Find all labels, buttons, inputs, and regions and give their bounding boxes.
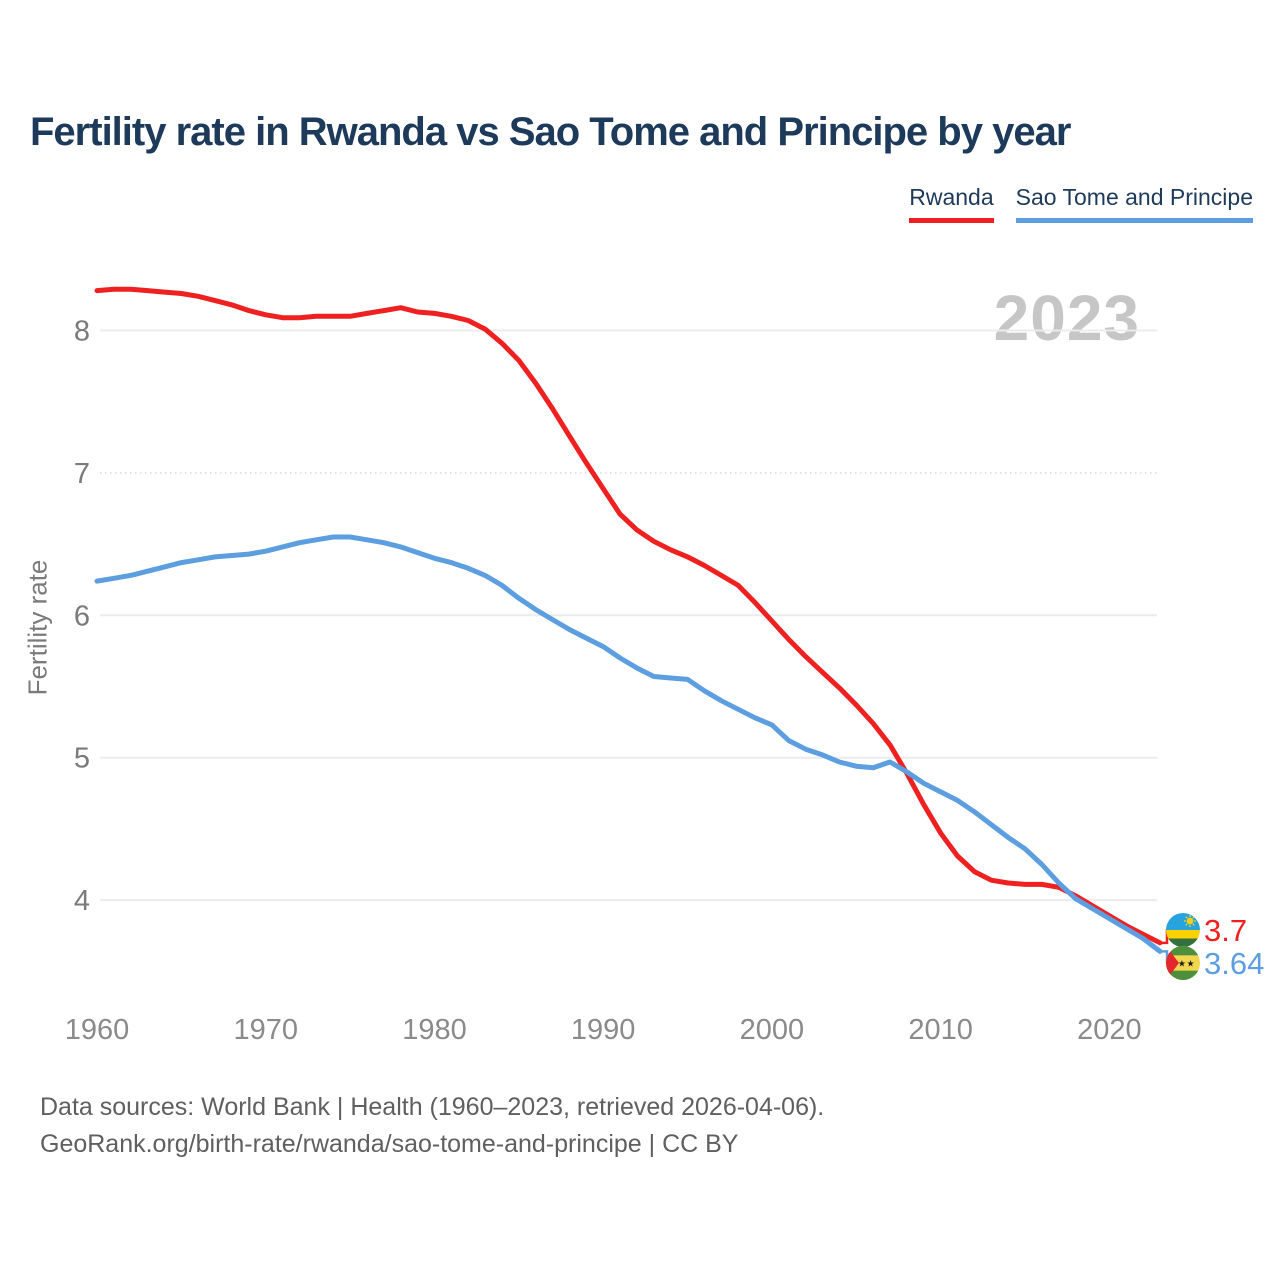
end-label-sao-tome: 3.64	[1204, 946, 1264, 981]
y-tick-6: 6	[74, 600, 90, 632]
sao-tome-flag-icon: ★★	[1166, 946, 1200, 980]
x-tick-2020: 2020	[1077, 1014, 1142, 1046]
rwanda-line[interactable]	[94, 286, 1163, 946]
legend-item-rwanda[interactable]: Rwanda	[909, 184, 994, 223]
x-tick-2000: 2000	[740, 1014, 805, 1046]
y-tick-8: 8	[74, 316, 90, 348]
y-tick-4: 4	[74, 885, 90, 917]
year-watermark: 2023	[993, 282, 1140, 354]
svg-text:★★: ★★	[1178, 959, 1195, 969]
legend-item-sao-tome-and-principe[interactable]: Sao Tome and Principe	[1015, 184, 1253, 223]
x-tick-2010: 2010	[908, 1014, 973, 1046]
x-tick-1960: 1960	[65, 1014, 130, 1046]
footer-data-sources: Data sources: World Bank | Health (1960–…	[40, 1093, 825, 1121]
y-tick-5: 5	[74, 743, 90, 775]
x-tick-1970: 1970	[233, 1014, 298, 1046]
x-tick-1980: 1980	[402, 1014, 467, 1046]
x-tick-1990: 1990	[571, 1014, 636, 1046]
rwanda-flag-icon	[1166, 913, 1200, 947]
page-title: Fertility rate in Rwanda vs Sao Tome and…	[30, 110, 1071, 154]
footer-attribution: GeoRank.org/birth-rate/rwanda/sao-tome-a…	[40, 1130, 739, 1158]
legend: Rwanda Sao Tome and Principe	[909, 184, 1253, 223]
footer: Data sources: World Bank | Health (1960–…	[40, 1089, 824, 1163]
y-axis-title: Fertility rate	[22, 559, 53, 696]
y-tick-7: 7	[74, 458, 90, 490]
end-label-rwanda: 3.7	[1204, 913, 1247, 948]
sao-tome-line[interactable]	[94, 534, 1163, 954]
